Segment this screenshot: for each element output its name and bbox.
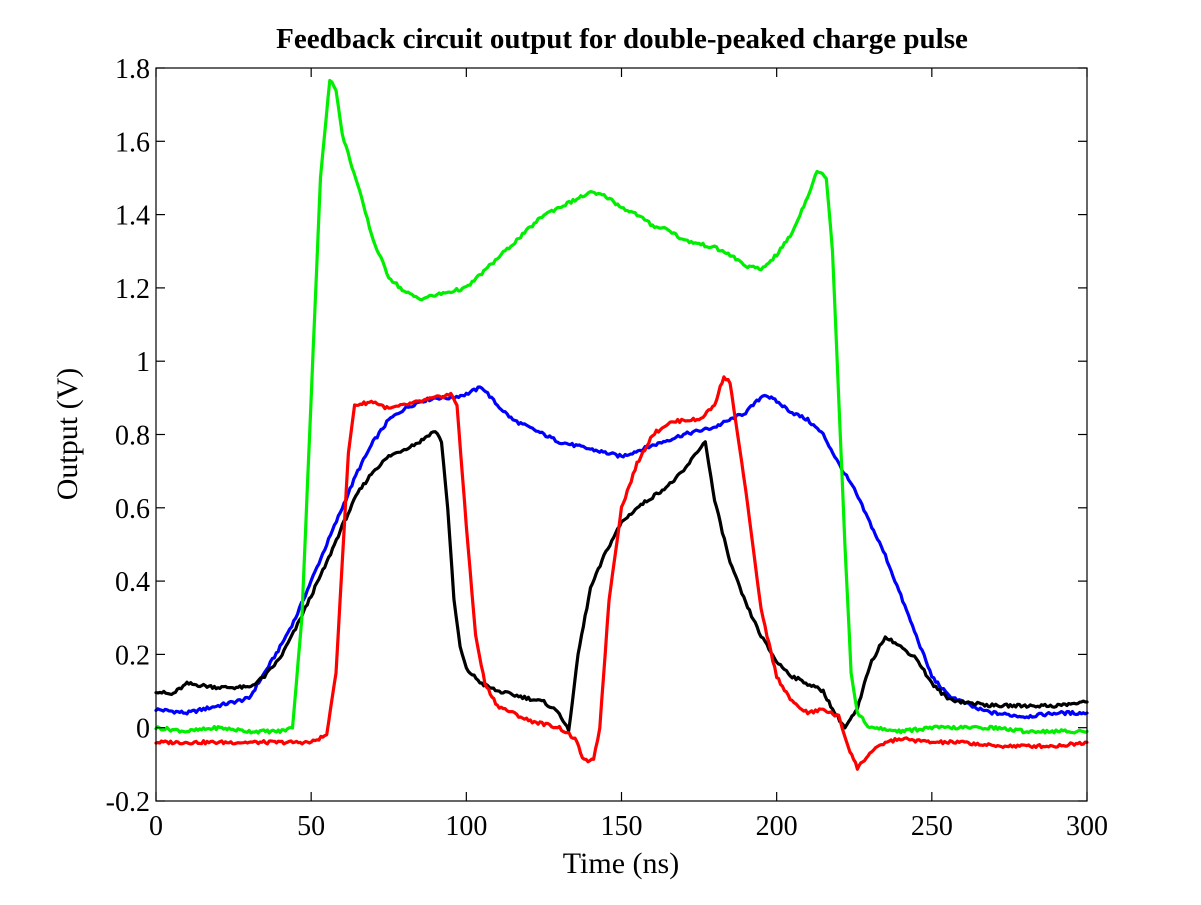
x-tick-label: 100 (445, 811, 487, 842)
x-tick-label: 150 (601, 811, 643, 842)
y-tick-label: 1.6 (115, 127, 150, 158)
y-tick-label: 0.4 (115, 567, 150, 598)
y-tick-label: 1 (136, 347, 150, 378)
y-tick-label: 1.2 (115, 274, 150, 305)
series-layer (154, 78, 1089, 771)
x-tick-label: 300 (1066, 811, 1108, 842)
y-tick-label: 1.8 (115, 54, 150, 85)
x-tick-label: 50 (297, 811, 325, 842)
y-tick-label: -0.2 (106, 787, 150, 818)
y-tick-label: 0.8 (115, 421, 150, 452)
x-tick-label: 250 (911, 811, 953, 842)
y-tick-label: 0 (136, 714, 150, 745)
series-line-4 (154, 78, 1089, 735)
x-axis-label: Time (ns) (563, 847, 679, 880)
series-line-2 (154, 430, 1089, 733)
series-line-3 (154, 375, 1089, 771)
x-tick-label: 200 (756, 811, 798, 842)
ticks-layer: 0 50 100 150 200 250 300-0.200.20.40.60.811.21… (106, 54, 1108, 842)
y-tick-label: 0.6 (115, 494, 150, 525)
series-line-1 (154, 385, 1089, 720)
y-axis-label: Output (V) (51, 368, 84, 500)
x-tick-label: 0 (149, 811, 163, 842)
chart-title: Feedback circuit output for double-peake… (276, 23, 968, 55)
y-tick-label: 1.4 (115, 201, 150, 232)
y-tick-label: 0.2 (115, 640, 150, 671)
